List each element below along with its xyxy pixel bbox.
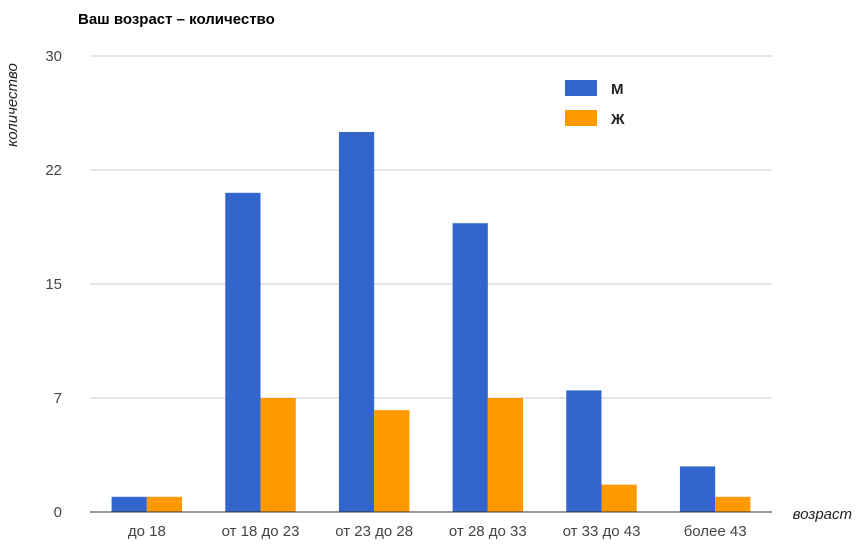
y-tick-label: 15 <box>45 276 62 293</box>
bar-zh <box>260 398 296 512</box>
bar-m <box>566 390 602 512</box>
bar-m <box>679 466 716 512</box>
legend-swatch <box>565 110 597 126</box>
y-axis-ticks: 0 7 15 22 30 <box>45 48 62 521</box>
bar-m <box>338 132 375 512</box>
bar-m <box>452 223 488 512</box>
y-tick-label: 30 <box>45 48 62 65</box>
bar-zh <box>487 398 524 512</box>
bar-m <box>111 496 147 512</box>
legend-label: Ж <box>610 111 625 128</box>
legend-label: М <box>611 81 624 98</box>
legend: МЖ <box>565 80 625 128</box>
x-tick-label: от 23 до 28 <box>335 523 413 540</box>
bar-m <box>225 192 261 513</box>
bar-zh <box>601 484 637 512</box>
bars <box>111 132 751 513</box>
bar-zh <box>374 410 410 512</box>
y-tick-label: 0 <box>54 504 62 521</box>
x-tick-label: более 43 <box>684 523 747 540</box>
legend-swatch <box>565 80 597 96</box>
x-tick-label: от 28 до 33 <box>449 523 527 540</box>
x-tick-label: от 33 до 43 <box>563 523 641 540</box>
bar-zh <box>715 496 751 512</box>
x-tick-label: до 18 <box>128 523 166 540</box>
y-tick-label: 7 <box>54 390 62 407</box>
x-axis-title: возраст <box>793 506 852 523</box>
bar-zh <box>146 496 183 512</box>
chart-title: Ваш возраст – количество <box>78 11 275 28</box>
y-axis-title: количество <box>4 63 21 147</box>
x-tick-label: от 18 до 23 <box>222 523 300 540</box>
gridlines <box>90 55 772 399</box>
y-tick-label: 22 <box>45 162 62 179</box>
x-axis-ticks: до 18 от 18 до 23 от 23 до 28 от 28 до 33 от… <box>128 523 747 540</box>
